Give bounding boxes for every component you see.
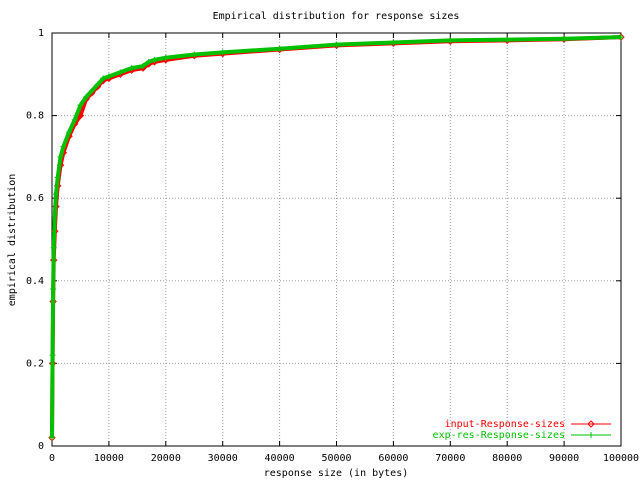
point-marker — [77, 102, 84, 109]
point-marker — [50, 286, 57, 293]
point-marker — [51, 211, 58, 218]
x-tick-label: 40000 — [265, 453, 295, 464]
y-tick-label: 1 — [38, 28, 44, 39]
point-marker — [618, 34, 624, 41]
x-tick-label: 90000 — [549, 453, 579, 464]
point-marker — [54, 174, 61, 181]
point-marker — [57, 153, 64, 160]
y-tick-label: 0.6 — [26, 193, 44, 204]
point-marker — [333, 41, 340, 48]
x-tick-label: 0 — [49, 453, 55, 464]
point-marker — [151, 56, 158, 63]
point-marker — [50, 244, 57, 251]
point-marker — [145, 58, 152, 65]
point-marker — [191, 51, 198, 58]
point-marker — [100, 75, 107, 82]
y-tick-label: 0.4 — [26, 276, 44, 287]
point-marker — [276, 45, 283, 52]
y-tick-label: 0.2 — [26, 358, 44, 369]
chart-title: Empirical distribution for response size… — [213, 11, 460, 22]
x-tick-label: 10000 — [94, 453, 124, 464]
point-marker — [504, 36, 511, 43]
point-marker — [49, 434, 55, 441]
point-marker — [60, 143, 67, 150]
x-tick-label: 60000 — [378, 453, 408, 464]
legend-label: input-Response-sizes — [445, 419, 565, 430]
x-tick-label: 50000 — [321, 453, 351, 464]
point-marker — [447, 37, 454, 44]
point-marker — [71, 116, 78, 123]
x-tick-label: 30000 — [208, 453, 238, 464]
legend-label: exp-res-Response-sizes — [433, 430, 565, 441]
point-marker — [162, 54, 169, 61]
y-tick-label: 0 — [38, 441, 44, 452]
y-tick-label: 0.8 — [26, 111, 44, 122]
point-marker — [88, 87, 95, 94]
x-axis-label: response size (in bytes) — [264, 468, 409, 479]
point-marker — [128, 65, 135, 72]
x-tick-label: 100000 — [603, 453, 639, 464]
point-marker — [105, 73, 112, 80]
point-marker — [561, 35, 568, 42]
point-marker — [117, 69, 124, 76]
point-marker — [588, 432, 594, 438]
point-marker — [66, 129, 73, 136]
x-tick-label: 20000 — [151, 453, 181, 464]
point-marker — [94, 81, 101, 88]
point-marker — [76, 111, 85, 120]
point-marker — [52, 191, 59, 198]
x-tick-label: 80000 — [492, 453, 522, 464]
point-marker — [83, 94, 90, 101]
point-marker — [587, 420, 595, 428]
x-tick-label: 70000 — [435, 453, 465, 464]
point-marker — [140, 63, 147, 70]
point-marker — [390, 39, 397, 46]
y-axis-label: empirical distribution — [7, 174, 18, 306]
point-marker — [219, 49, 226, 56]
point-marker — [49, 352, 56, 359]
